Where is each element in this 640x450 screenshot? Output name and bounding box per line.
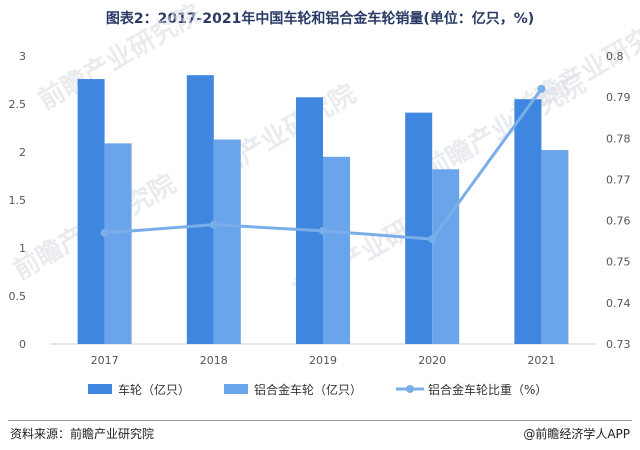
footer-divider: [8, 420, 632, 421]
right-axis-ticks: 0.73 0.74 0.75 0.76 0.77 0.78 0.79 0.8: [606, 50, 631, 351]
point-alloy-share-2018: [209, 220, 218, 229]
right-tick-label: 0.78: [606, 132, 631, 145]
right-tick-label: 0.8: [606, 50, 624, 63]
left-tick-label: 3: [19, 50, 26, 63]
right-tick-label: 0.73: [606, 338, 631, 351]
source-note: 资料来源：前瞻产业研究院: [10, 427, 155, 441]
bar-wheels-2019: [296, 97, 323, 344]
left-axis-ticks: 0 0.5 1 1.5 2 2.5 3: [9, 50, 27, 351]
point-alloy-share-2019: [319, 226, 327, 235]
right-tick-label: 0.74: [606, 297, 631, 310]
right-tick-label: 0.79: [606, 91, 631, 104]
left-tick-label: 2.5: [9, 98, 27, 111]
legend-label-0: 车轮（亿只）: [118, 382, 190, 397]
legend: 车轮（亿只） 铝合金车轮（亿只） 铝合金车轮比重（%）: [88, 382, 547, 397]
point-alloy-share-2017: [100, 228, 109, 237]
x-axis-labels: 2017 2018 2019 2020 2021: [91, 354, 556, 367]
left-tick-label: 1.5: [9, 194, 27, 207]
bar-wheels-2017: [77, 79, 105, 344]
right-tick-label: 0.76: [606, 215, 631, 228]
right-tick-label: 0.75: [606, 256, 631, 269]
x-tick-label: 2019: [309, 354, 337, 367]
bar-wheels-2018: [186, 75, 214, 344]
legend-swatch-marker: [406, 385, 414, 393]
x-tick-label: 2020: [418, 354, 446, 367]
left-tick-label: 0.5: [9, 290, 27, 303]
bar-alloy-wheels-2019: [323, 156, 350, 344]
brand-credit: @前瞻经济学人APP: [523, 427, 630, 441]
bars-layer: [77, 75, 569, 344]
right-tick-label: 0.77: [606, 173, 631, 186]
watermark-text: 前瞻产业研究院: [33, 0, 206, 116]
chart-title: 图表2：2017-2021年中国车轮和铝合金车轮销量(单位：亿只，%): [105, 11, 535, 27]
legend-swatch-1: [224, 384, 248, 394]
point-alloy-share-2021: [537, 84, 546, 93]
x-tick-label: 2017: [91, 354, 119, 367]
legend-swatch-0: [88, 384, 112, 394]
point-alloy-share-2020: [428, 235, 437, 244]
bar-alloy-wheels-2021: [541, 150, 569, 344]
bar-wheels-2021: [514, 99, 542, 344]
combo-chart: 前瞻产业研究院前瞻产业研究院前瞻产业研究院前瞻产业研究院前瞻产业研究院前瞻产业研…: [8, 0, 640, 397]
x-tick-label: 2018: [200, 354, 228, 367]
bar-alloy-wheels-2017: [104, 143, 132, 344]
left-tick-label: 0: [19, 338, 26, 351]
bar-alloy-wheels-2020: [432, 169, 460, 344]
bar-alloy-wheels-2018: [213, 139, 241, 344]
left-tick-label: 2: [19, 146, 26, 159]
line-layer: [100, 84, 546, 244]
left-tick-label: 1: [19, 242, 26, 255]
bar-wheels-2020: [405, 112, 433, 344]
legend-label-1: 铝合金车轮（亿只）: [254, 382, 362, 397]
x-tick-label: 2021: [527, 354, 555, 367]
legend-label-2: 铝合金车轮比重（%）: [428, 382, 547, 397]
